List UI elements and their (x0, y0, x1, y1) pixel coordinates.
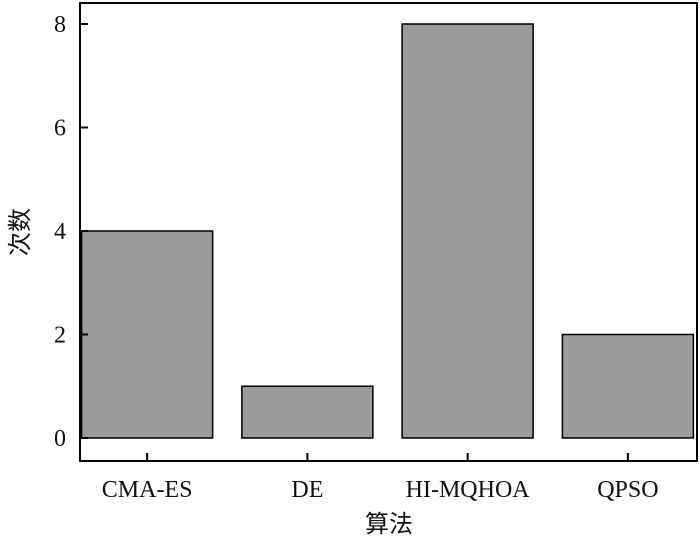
y-tick-label: 8 (54, 12, 66, 38)
bar-hi-mqhoa (401, 23, 534, 439)
y-ticks: 0 2 4 6 8 (54, 12, 88, 452)
y-tick-label: 6 (54, 116, 66, 142)
x-tick-label: QPSO (597, 477, 658, 503)
x-tick-label: HI-MQHOA (406, 477, 531, 503)
y-tick-label: 4 (54, 219, 66, 245)
y-tick-label: 0 (54, 426, 66, 452)
x-tick-label: CMA-ES (102, 477, 193, 503)
bar-cma-es (80, 230, 214, 439)
bars (80, 23, 695, 439)
x-tick-label: DE (291, 477, 323, 503)
bar-qpso (561, 333, 695, 439)
bar-de (241, 385, 374, 439)
x-axis-label: 算法 (365, 510, 413, 538)
x-ticks: CMA-ES DE HI-MQHOA QPSO (102, 453, 659, 503)
y-axis-label: 次数 (6, 208, 34, 256)
y-tick-label: 2 (54, 323, 66, 349)
